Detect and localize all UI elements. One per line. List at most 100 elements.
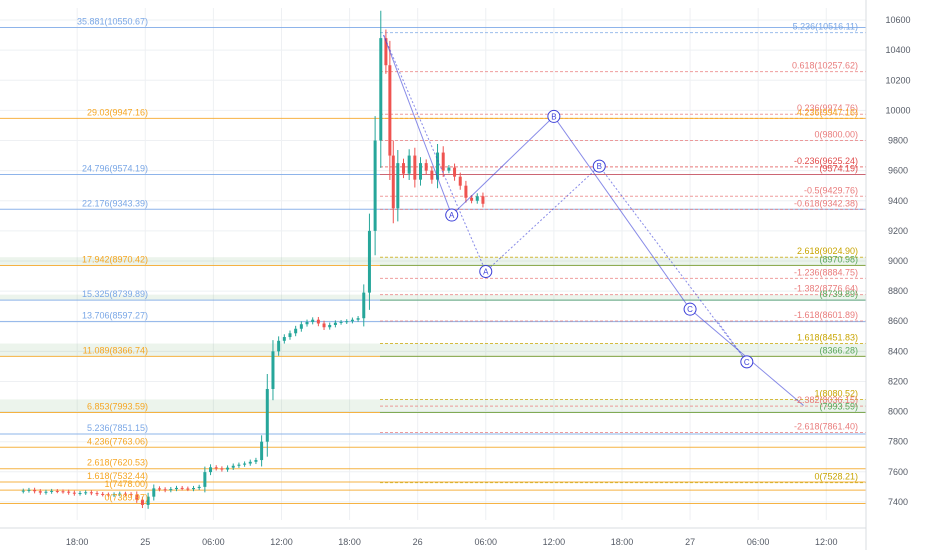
fib-label-left: 29.03(9947.16) (87, 107, 148, 117)
candle-body (441, 152, 445, 171)
fib-label-left: 2.618(7620.53) (87, 458, 148, 468)
y-tick-label: 8600 (888, 316, 908, 326)
candle-body (27, 489, 31, 491)
fib-label-right: 1(8080.52) (814, 388, 858, 398)
candle-body (396, 163, 400, 209)
candle-body (197, 486, 201, 488)
fib-label-right: -1.382(8776.64) (794, 284, 858, 294)
wave-point-label: A (449, 211, 455, 220)
fib-label-right: (9574.19) (819, 164, 858, 174)
fib-label-right: (8366.28) (819, 345, 858, 355)
candle-body (311, 319, 315, 322)
candle-body (95, 493, 99, 495)
candle-body (220, 468, 224, 470)
y-tick-label: 10600 (885, 15, 910, 25)
y-tick-label: 9600 (888, 166, 908, 176)
candle-body (106, 494, 110, 496)
candle-body (67, 491, 71, 493)
fib-label-left: 5.236(7851.15) (87, 423, 148, 433)
zone-band (0, 257, 866, 266)
fib-label-right: -0.618(9342.38) (794, 198, 858, 208)
y-tick-label: 9400 (888, 196, 908, 206)
candle-body (123, 493, 127, 495)
x-tick-label: 12:00 (543, 537, 566, 547)
y-tick-label: 9000 (888, 256, 908, 266)
fib-label-left: 6.853(7993.59) (87, 402, 148, 412)
candle-body (33, 489, 37, 492)
candle-body (475, 196, 479, 201)
wave-point-marker (445, 208, 459, 222)
zone-bands (0, 257, 866, 413)
candle-body (72, 492, 76, 494)
candle-body (271, 351, 275, 389)
y-tick-label: 9800 (888, 136, 908, 146)
fib-label-left: 17.942(8970.42) (82, 254, 148, 264)
fib-label-right: -2.382(8036.15) (794, 395, 858, 405)
candle-body (305, 321, 309, 325)
candle-body (362, 292, 366, 319)
fib-label-right: -1.236(8884.75) (794, 267, 858, 277)
y-tick-label: 10400 (885, 45, 910, 55)
y-tick-label: 9200 (888, 226, 908, 236)
candle-body (356, 318, 360, 320)
fib-label-right: (7993.59) (819, 402, 858, 412)
fib-label-left: 35.881(10550.67) (77, 16, 148, 26)
y-tick-label: 8800 (888, 286, 908, 296)
y-tick-label: 7400 (888, 497, 908, 507)
candle-body (447, 167, 451, 171)
candle-body (84, 492, 88, 494)
fib-label-right: 0(7528.21) (814, 472, 858, 482)
candle-body (379, 38, 383, 141)
candle-body (209, 467, 213, 473)
candle-body (391, 155, 395, 209)
candle-body (55, 490, 59, 492)
candle-body (89, 492, 93, 494)
x-tick-label: 06:00 (202, 537, 225, 547)
x-tick-label: 18:00 (611, 537, 634, 547)
candle-body (174, 487, 178, 490)
wave-projection: A A B B C C (383, 34, 804, 406)
candle-body (294, 328, 298, 334)
x-axis[interactable]: 18:00 25 06:00 12:00 18:00 26 06:00 12:00 18:00 2… (0, 527, 866, 547)
candle-body (146, 496, 150, 505)
fib-label-right: 0(9800.00) (814, 130, 858, 140)
candle-body (140, 499, 144, 505)
zone-band (0, 343, 866, 357)
fib-label-left: 1(7478.00) (104, 479, 148, 489)
fib-label-left: 24.796(9574.19) (82, 164, 148, 174)
fib-label-left: 11.089(8366.74) (83, 345, 148, 355)
candle-body (78, 492, 82, 494)
candle-body (316, 319, 320, 324)
candle-body (129, 494, 133, 496)
zone-band (0, 294, 866, 301)
fib-label-right: 2.618(9024.90) (797, 246, 858, 256)
fib-label-left: 1.618(7532.44) (87, 471, 148, 481)
y-tick-label: 8200 (888, 376, 908, 386)
candle-body (367, 230, 371, 293)
candle-body (388, 65, 392, 156)
candle-body (458, 176, 462, 186)
candle-body (226, 467, 230, 470)
fib-lines (0, 26, 866, 504)
candle-body (135, 494, 139, 500)
candle-body (277, 340, 281, 352)
y-axis[interactable]: 7400 7600 7800 8000 8200 8400 8600 8800 9000 9200… (865, 0, 911, 550)
wave-point-marker (479, 265, 493, 279)
candle-body (254, 460, 258, 462)
y-tick-label: 10200 (885, 75, 910, 85)
fib-label-right: 0.618(10257.62) (792, 61, 858, 71)
fib-label-right: 1.618(8451.83) (797, 333, 858, 343)
y-tick-label: 7600 (888, 467, 908, 477)
candle-body (21, 490, 25, 492)
x-tick-label: 26 (413, 537, 423, 547)
fib-label-right: 5.236(10516.11) (793, 22, 858, 32)
candle-body (231, 465, 235, 468)
wave-point-label: C (687, 305, 693, 314)
wave-point-marker (592, 159, 606, 173)
x-tick-label: 12:00 (815, 537, 838, 547)
y-tick-label: 8000 (888, 407, 908, 417)
candle-body (322, 323, 326, 328)
candle-body (373, 140, 377, 231)
candle-body (61, 491, 65, 493)
fib-label-right: -2.618(7861.40) (794, 421, 858, 431)
